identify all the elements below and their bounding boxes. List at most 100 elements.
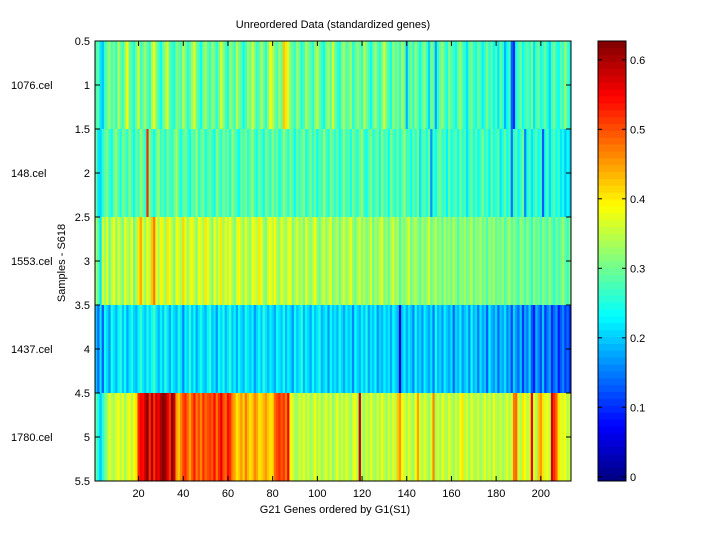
heatmap-cell xyxy=(432,129,435,217)
heatmap-cell xyxy=(311,305,315,393)
heatmap-cell xyxy=(157,217,161,305)
heatmap-cell xyxy=(202,217,205,305)
heatmap-cell xyxy=(246,305,250,393)
heatmap-cell xyxy=(141,305,145,393)
heatmap-cell xyxy=(479,305,482,393)
heatmap-cell xyxy=(146,393,149,481)
heatmap-cell xyxy=(414,129,418,217)
x-tick-label: 20 xyxy=(132,488,144,500)
y-tick-label: 4.5 xyxy=(75,388,90,400)
heatmap-cell xyxy=(195,305,199,393)
heatmap-cell xyxy=(488,217,491,305)
heatmap-cell xyxy=(562,217,565,305)
heatmap-cell xyxy=(457,393,460,481)
heatmap-cell xyxy=(510,393,514,481)
heatmap-cell xyxy=(454,129,458,217)
heatmap-cell xyxy=(162,217,165,305)
heatmap-cell xyxy=(293,305,297,393)
heatmap-cell xyxy=(378,41,382,129)
heatmap-cell xyxy=(412,41,415,129)
colorbar-swatch xyxy=(598,377,626,386)
heatmap-cell xyxy=(220,305,223,393)
heatmap-cell xyxy=(318,305,322,393)
heatmap-cell xyxy=(492,393,496,481)
heatmap-cell xyxy=(535,305,538,393)
heatmap-cell xyxy=(548,129,552,217)
heatmap-cell xyxy=(378,129,382,217)
heatmap-cell xyxy=(253,41,257,129)
heatmap-cell xyxy=(392,305,395,393)
heatmap-cell xyxy=(459,41,462,129)
sample-label: 148.cel xyxy=(11,168,46,180)
heatmap-cell xyxy=(238,305,241,393)
heatmap-cell xyxy=(320,129,324,217)
heatmap-cell xyxy=(291,41,295,129)
heatmap-cell xyxy=(269,41,272,129)
heatmap-cell xyxy=(164,129,167,217)
heatmap-cell xyxy=(517,393,520,481)
heatmap-cell xyxy=(526,305,529,393)
heatmap-cell xyxy=(425,129,429,217)
heatmap-cell xyxy=(101,217,105,305)
heatmap-cell xyxy=(164,305,167,393)
heatmap-cell xyxy=(421,129,424,217)
heatmap-cell xyxy=(298,217,301,305)
heatmap-cell xyxy=(135,129,138,217)
heatmap-cell xyxy=(119,305,123,393)
heatmap-cell xyxy=(206,129,210,217)
heatmap-cell xyxy=(392,129,395,217)
heatmap-cell xyxy=(173,217,176,305)
heatmap-cell xyxy=(128,41,132,129)
heatmap-cell xyxy=(128,129,132,217)
heatmap-cell xyxy=(452,305,456,393)
heatmap-cell xyxy=(372,41,375,129)
heatmap-cell xyxy=(550,41,554,129)
heatmap-cell xyxy=(144,305,147,393)
heatmap-cell xyxy=(486,41,489,129)
heatmap-cell xyxy=(206,393,210,481)
heatmap-cell xyxy=(126,41,129,129)
heatmap-cell xyxy=(452,217,456,305)
heatmap-cell xyxy=(519,41,523,129)
heatmap-cell xyxy=(354,217,357,305)
heatmap-cell xyxy=(240,305,243,393)
heatmap-cell xyxy=(546,129,549,217)
heatmap-cell xyxy=(340,393,344,481)
heatmap-cell xyxy=(383,129,386,217)
heatmap-cell xyxy=(300,305,304,393)
heatmap-cell xyxy=(526,217,529,305)
heatmap-cell xyxy=(401,41,404,129)
heatmap-cell xyxy=(233,393,237,481)
colorbar-swatch xyxy=(598,75,626,83)
colorbar-swatch xyxy=(598,54,626,63)
heatmap-cell xyxy=(416,305,420,393)
heatmap-cell xyxy=(434,305,438,393)
chart-title: Unreordered Data (standardized genes) xyxy=(236,19,430,31)
heatmap-cell xyxy=(488,41,491,129)
heatmap-cell xyxy=(215,305,219,393)
heatmap-cell xyxy=(222,41,225,129)
heatmap-cell xyxy=(564,305,567,393)
heatmap-cell xyxy=(135,41,138,129)
heatmap-cell xyxy=(99,305,103,393)
heatmap-cell xyxy=(220,41,223,129)
heatmap-cell xyxy=(233,217,237,305)
heatmap-cell xyxy=(414,217,418,305)
heatmap-cell xyxy=(430,393,433,481)
heatmap-cell xyxy=(521,41,525,129)
heatmap-cell xyxy=(208,393,212,481)
heatmap-cell xyxy=(526,41,529,129)
colorbar-swatch xyxy=(598,151,626,159)
heatmap-cell xyxy=(356,393,359,481)
heatmap-cell xyxy=(372,129,375,217)
heatmap-cell xyxy=(282,129,286,217)
heatmap-cell xyxy=(242,393,246,481)
heatmap-cell xyxy=(423,41,427,129)
x-tick-label: 180 xyxy=(487,488,505,500)
colorbar-swatch xyxy=(598,453,626,461)
heatmap-cell xyxy=(115,217,118,305)
heatmap-cell xyxy=(150,41,154,129)
heatmap-cell xyxy=(360,129,364,217)
heatmap-cells xyxy=(95,41,572,481)
heatmap-cell xyxy=(293,129,297,217)
